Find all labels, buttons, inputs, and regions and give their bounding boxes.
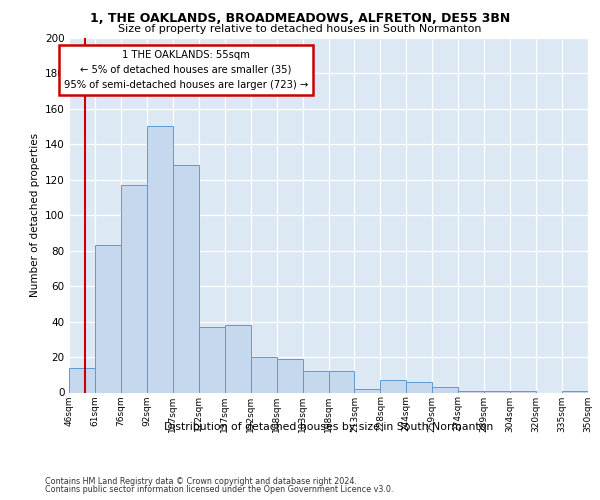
Bar: [562, 390, 588, 392]
Text: Distribution of detached houses by size in South Normanton: Distribution of detached houses by size …: [164, 422, 493, 432]
Bar: [433, 387, 458, 392]
Bar: [380, 380, 406, 392]
Bar: [406, 382, 432, 392]
Text: 1, THE OAKLANDS, BROADMEADOWS, ALFRETON, DE55 3BN: 1, THE OAKLANDS, BROADMEADOWS, ALFRETON,…: [90, 12, 510, 26]
Bar: [329, 371, 355, 392]
Bar: [69, 368, 95, 392]
Bar: [225, 325, 251, 392]
Bar: [121, 185, 147, 392]
Y-axis label: Number of detached properties: Number of detached properties: [29, 133, 40, 297]
Bar: [251, 357, 277, 392]
Text: Size of property relative to detached houses in South Normanton: Size of property relative to detached ho…: [118, 24, 482, 34]
Bar: [95, 245, 121, 392]
Bar: [302, 371, 329, 392]
Bar: [147, 126, 173, 392]
Bar: [173, 166, 199, 392]
Bar: [199, 327, 224, 392]
Text: Contains public sector information licensed under the Open Government Licence v3: Contains public sector information licen…: [45, 485, 394, 494]
Bar: [277, 359, 302, 392]
Text: 1 THE OAKLANDS: 55sqm
← 5% of detached houses are smaller (35)
95% of semi-detac: 1 THE OAKLANDS: 55sqm ← 5% of detached h…: [64, 50, 308, 90]
Bar: [484, 390, 510, 392]
Bar: [510, 390, 536, 392]
Bar: [458, 390, 484, 392]
Text: Contains HM Land Registry data © Crown copyright and database right 2024.: Contains HM Land Registry data © Crown c…: [45, 477, 357, 486]
Bar: [355, 389, 380, 392]
